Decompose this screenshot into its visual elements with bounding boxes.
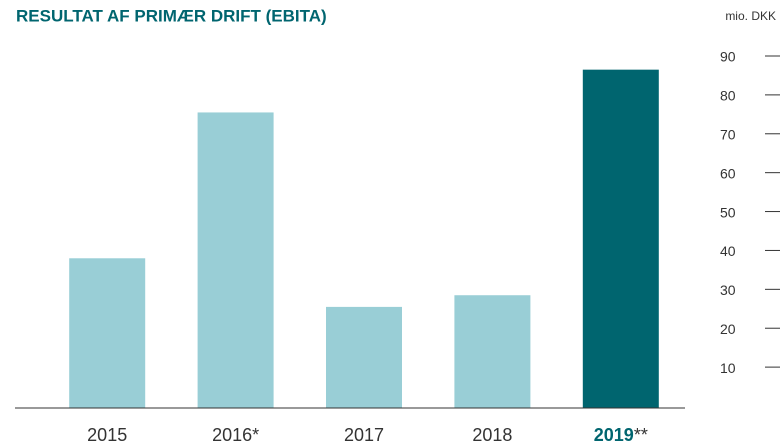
bar — [454, 295, 531, 408]
y-tick-label: 60 — [720, 165, 736, 181]
x-tick-label: 2016* — [212, 425, 259, 445]
x-tick-label-highlight: 2019 — [594, 425, 634, 445]
y-tick-label: 20 — [720, 321, 736, 337]
chart-title: RESULTAT AF PRIMÆR DRIFT (EBITA) — [16, 6, 327, 25]
bar — [69, 258, 146, 408]
y-tick-label: 70 — [720, 126, 736, 142]
y-tick-label: 30 — [720, 282, 736, 298]
x-tick-label-footnote: ** — [634, 425, 648, 445]
bar — [582, 69, 659, 409]
y-tick-label: 90 — [720, 49, 736, 65]
y-tick-label: 50 — [720, 204, 736, 220]
x-tick-label: 2019** — [594, 425, 648, 445]
x-tick-label: 2017 — [344, 425, 384, 445]
x-tick-label: 2015 — [87, 425, 127, 445]
y-tick-label: 10 — [720, 360, 736, 376]
y-tick-label: 40 — [720, 243, 736, 259]
bar — [326, 306, 402, 408]
bar — [197, 112, 274, 408]
y-axis-label: mio. DKK — [725, 9, 776, 23]
y-tick-label: 80 — [720, 88, 736, 104]
x-tick-label: 2018 — [472, 425, 512, 445]
